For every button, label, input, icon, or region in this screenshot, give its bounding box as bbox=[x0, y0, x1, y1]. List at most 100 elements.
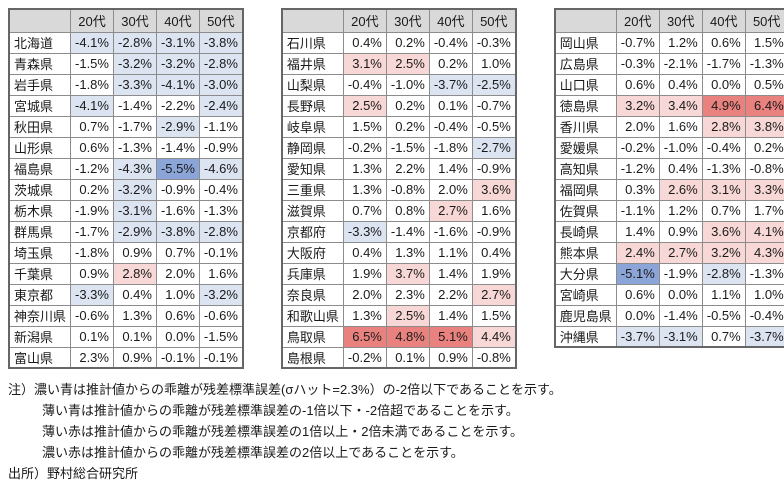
value-cell: -0.9% bbox=[471, 220, 517, 243]
value-cell: 0.2% bbox=[385, 31, 430, 54]
value-cell: -0.5% bbox=[701, 304, 746, 327]
prefecture-label: 神奈川県 bbox=[8, 304, 72, 327]
value-cell: 4.9% bbox=[701, 94, 746, 117]
table-row: 長野県 2.5% 0.2% 0.1% -0.7% bbox=[281, 94, 517, 117]
prefecture-label: 熊本県 bbox=[554, 241, 617, 264]
table-row: 岡山県 -0.7% 1.2% 0.6% 1.5% bbox=[554, 31, 784, 54]
value-cell: 1.6% bbox=[658, 115, 703, 138]
value-cell: -2.8% bbox=[198, 220, 244, 243]
value-cell: 1.2% bbox=[658, 31, 703, 54]
prefecture-label: 山梨県 bbox=[281, 73, 344, 96]
value-cell: 3.1% bbox=[342, 52, 387, 75]
value-cell: 1.3% bbox=[342, 157, 387, 180]
value-cell: 1.9% bbox=[342, 262, 387, 285]
value-cell: -3.8% bbox=[198, 31, 244, 54]
column-header-2: 30代 bbox=[112, 8, 157, 33]
table-row: 福井県 3.1% 2.5% 0.2% 1.0% bbox=[281, 52, 517, 75]
table-row: 沖縄県 -3.7% -3.1% 0.7% -3.7% bbox=[554, 325, 784, 348]
prefecture-label: 鹿児島県 bbox=[554, 304, 617, 327]
value-cell: 2.5% bbox=[385, 304, 430, 327]
corner-cell bbox=[281, 8, 344, 33]
prefecture-label: 京都府 bbox=[281, 220, 344, 243]
value-cell: -3.2% bbox=[155, 52, 200, 75]
table-row: 鹿児島県 0.0% -1.4% -0.5% -0.4% bbox=[554, 304, 784, 327]
table-row: 香川県 2.0% 1.6% 2.8% 3.8% bbox=[554, 115, 784, 138]
table-row: 新潟県 0.1% 0.1% 0.0% -1.5% bbox=[8, 325, 244, 348]
value-cell: -0.8% bbox=[385, 178, 430, 201]
value-cell: -3.2% bbox=[112, 178, 157, 201]
value-cell: 1.0% bbox=[744, 283, 784, 306]
value-cell: -1.4% bbox=[658, 304, 703, 327]
value-cell: -3.1% bbox=[155, 31, 200, 54]
value-cell: 1.0% bbox=[471, 52, 517, 75]
heatmap-table-2: 20代 30代 40代 50代 石川県 0.4% 0.2% -0.4% -0.3% 福井県 3.1%… bbox=[280, 8, 517, 369]
value-cell: -0.9% bbox=[155, 178, 200, 201]
table-row: 大分県 -5.1% -1.9% -2.8% -1.3% bbox=[554, 262, 784, 285]
value-cell: -0.4% bbox=[198, 178, 244, 201]
value-cell: -1.3% bbox=[198, 199, 244, 222]
value-cell: 0.2% bbox=[70, 178, 114, 201]
value-cell: 2.3% bbox=[385, 283, 430, 306]
table-row: 山梨県 -0.4% -1.0% -3.7% -2.5% bbox=[281, 73, 517, 96]
prefecture-label: 福井県 bbox=[281, 52, 344, 75]
table-row: 滋賀県 0.7% 0.8% 2.7% 1.6% bbox=[281, 199, 517, 222]
value-cell: -3.7% bbox=[428, 73, 473, 96]
note-dark-red: 濃い赤は推計値からの乖離が残差標準誤差の2倍以上であることを示す。 bbox=[42, 445, 464, 460]
prefecture-label: 栃木県 bbox=[8, 199, 72, 222]
value-cell: 0.9% bbox=[658, 220, 703, 243]
value-cell: -0.8% bbox=[471, 346, 517, 369]
column-header-4: 50代 bbox=[744, 8, 784, 33]
value-cell: 2.4% bbox=[615, 241, 660, 264]
table-row: 佐賀県 -1.1% 1.2% 0.7% 1.7% bbox=[554, 199, 784, 222]
value-cell: -1.6% bbox=[428, 220, 473, 243]
value-cell: 3.8% bbox=[744, 115, 784, 138]
value-cell: 1.6% bbox=[471, 199, 517, 222]
value-cell: 1.2% bbox=[658, 199, 703, 222]
value-cell: 0.0% bbox=[155, 325, 200, 348]
value-cell: 3.3% bbox=[744, 178, 784, 201]
value-cell: -0.7% bbox=[615, 31, 660, 54]
value-cell: -1.5% bbox=[198, 325, 244, 348]
value-cell: -0.7% bbox=[471, 94, 517, 117]
value-cell: 0.9% bbox=[428, 346, 473, 369]
table-row: 北海道 -4.1% -2.8% -3.1% -3.8% bbox=[8, 31, 244, 54]
value-cell: -3.8% bbox=[155, 220, 200, 243]
header-row: 20代 30代 40代 50代 bbox=[554, 8, 784, 33]
column-header-2: 30代 bbox=[385, 8, 430, 33]
value-cell: 2.7% bbox=[471, 283, 517, 306]
table-row: 静岡県 -0.2% -1.5% -1.8% -2.7% bbox=[281, 136, 517, 159]
value-cell: 0.6% bbox=[615, 73, 660, 96]
value-cell: 0.2% bbox=[385, 115, 430, 138]
prefecture-label: 埼玉県 bbox=[8, 241, 72, 264]
value-cell: 0.9% bbox=[70, 262, 114, 285]
prefecture-label: 佐賀県 bbox=[554, 199, 617, 222]
value-cell: 3.6% bbox=[701, 220, 746, 243]
value-cell: 0.0% bbox=[615, 304, 660, 327]
value-cell: -1.7% bbox=[701, 52, 746, 75]
value-cell: -1.2% bbox=[615, 157, 660, 180]
value-cell: 1.3% bbox=[112, 304, 157, 327]
value-cell: 0.4% bbox=[658, 157, 703, 180]
prefecture-label: 山形県 bbox=[8, 136, 72, 159]
value-cell: -4.1% bbox=[70, 31, 114, 54]
value-cell: 2.0% bbox=[428, 178, 473, 201]
value-cell: 0.4% bbox=[112, 283, 157, 306]
value-cell: -2.4% bbox=[198, 94, 244, 117]
prefecture-label: 山口県 bbox=[554, 73, 617, 96]
prefecture-heatmap-tables: 20代 30代 40代 50代 北海道 -4.1% -2.8% -3.1% -3.8% 青森県 -1… bbox=[8, 8, 784, 369]
value-cell: -0.1% bbox=[198, 241, 244, 264]
value-cell: 0.7% bbox=[701, 199, 746, 222]
value-cell: -4.6% bbox=[198, 157, 244, 180]
value-cell: 1.5% bbox=[471, 304, 517, 327]
value-cell: -0.6% bbox=[70, 304, 114, 327]
value-cell: -0.8% bbox=[744, 157, 784, 180]
column-header-4: 50代 bbox=[198, 8, 244, 33]
value-cell: -0.2% bbox=[615, 136, 660, 159]
table-row: 埼玉県 -1.8% 0.9% 0.7% -0.1% bbox=[8, 241, 244, 264]
corner-cell bbox=[8, 8, 72, 33]
value-cell: 4.4% bbox=[471, 325, 517, 348]
value-cell: -5.1% bbox=[615, 262, 660, 285]
value-cell: 0.4% bbox=[658, 73, 703, 96]
value-cell: -3.2% bbox=[198, 283, 244, 306]
